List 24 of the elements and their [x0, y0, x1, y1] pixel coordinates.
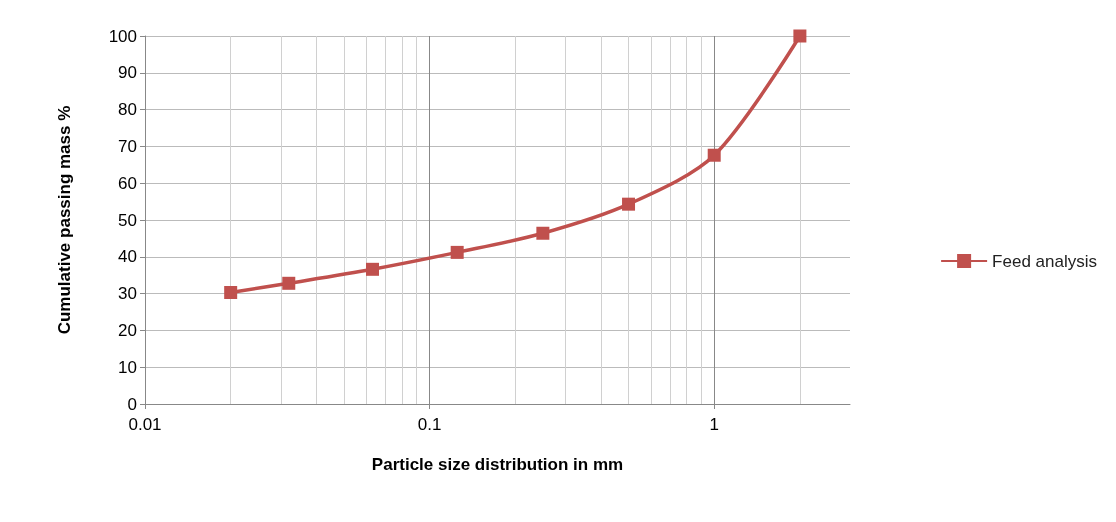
- y-tick-label: 80: [118, 100, 137, 120]
- y-tick-label: 0: [127, 394, 137, 414]
- y-tick-label: 20: [118, 320, 137, 340]
- x-tick-label: 0.01: [128, 415, 162, 434]
- point: [366, 262, 379, 276]
- y-tick-label: 60: [118, 173, 137, 193]
- y-tick-label: 10: [118, 357, 137, 377]
- y-tick-label: 70: [118, 136, 137, 156]
- y-tick-label: 40: [118, 247, 137, 267]
- point: [793, 29, 807, 43]
- y-axis-title: Cumulative passing mass %: [55, 105, 74, 335]
- point: [536, 226, 550, 240]
- y-tick-label: 30: [118, 284, 137, 304]
- point: [622, 197, 636, 211]
- point: [282, 276, 296, 290]
- y-tick-label: 50: [118, 210, 137, 230]
- y-tick-label: 90: [118, 63, 137, 83]
- x-tick-label: 0.1: [417, 415, 442, 434]
- y-tick-label: 100: [108, 26, 137, 46]
- point: [707, 148, 721, 162]
- x-axis-title: Particle size distribution in mm: [371, 455, 624, 474]
- point: [450, 245, 464, 259]
- legend-label: Feed analysis: [992, 251, 1097, 271]
- x-tick-label: 1: [709, 415, 719, 434]
